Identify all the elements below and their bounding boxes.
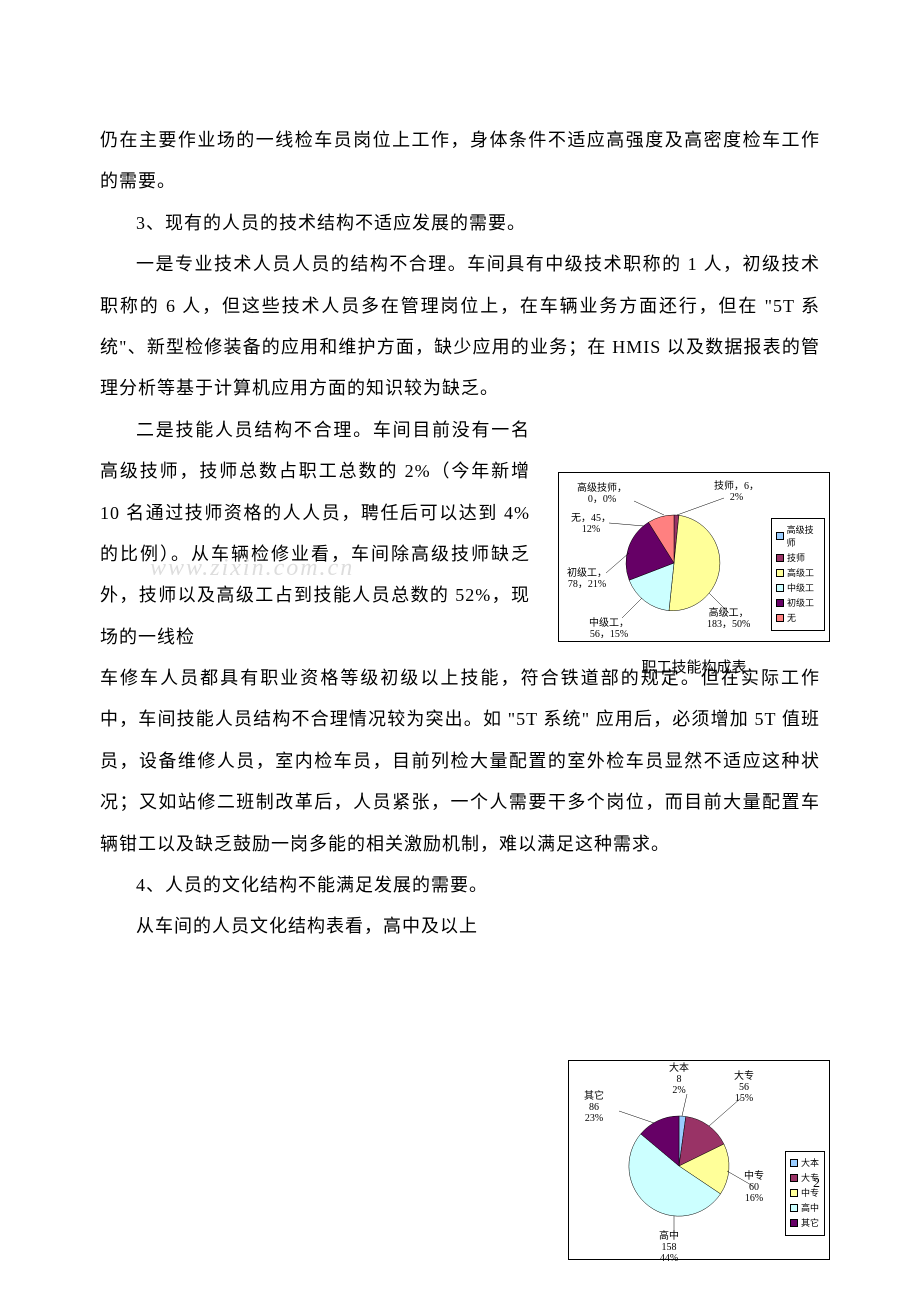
legend-education: 大本 大专 中专 高中 其它 bbox=[785, 1151, 825, 1236]
page-number: 2 bbox=[813, 1176, 820, 1192]
swatch-icon bbox=[776, 569, 784, 577]
label-secondary: 中专6016% bbox=[744, 1171, 764, 1204]
swatch-icon bbox=[776, 599, 784, 607]
swatch-icon bbox=[790, 1174, 798, 1182]
paragraph-6: 从车间的人员文化结构表看，高中及以上 bbox=[100, 906, 560, 947]
legend-item: 技师 bbox=[776, 551, 820, 564]
legend-item: 其它 bbox=[790, 1216, 820, 1229]
label-other: 其它8623% bbox=[584, 1091, 604, 1124]
paragraph-3: 一是专业技术人员人员的结构不合理。车间具有中级技术职称的 1 人，初级技术职称的… bbox=[100, 244, 820, 410]
legend-skills: 高级技师 技师 高级工 中级工 初级工 无 bbox=[771, 518, 825, 631]
swatch-icon bbox=[790, 1219, 798, 1227]
legend-item: 高级工 bbox=[776, 566, 820, 579]
swatch-icon bbox=[776, 554, 784, 562]
label-tech: 技师，6，2% bbox=[714, 481, 759, 503]
label-none: 无，45，12% bbox=[571, 513, 611, 535]
label-high: 高中15844% bbox=[659, 1231, 679, 1264]
paragraph-4a: 二是技能人员结构不合理。车间目前没有一名高级技师，技师总数占职工总数的 2%（今… bbox=[100, 410, 530, 658]
paragraph-5: 4、人员的文化结构不能满足发展的需要。 bbox=[100, 865, 560, 906]
swatch-icon bbox=[776, 614, 784, 622]
chart-education: 大本82% 大专5615% 其它8623% 中专6016% 高中15844% 大… bbox=[568, 1060, 830, 1260]
legend-item: 无 bbox=[776, 611, 820, 624]
swatch-icon bbox=[790, 1159, 798, 1167]
swatch-icon bbox=[776, 532, 784, 540]
swatch-icon bbox=[790, 1204, 798, 1212]
label-mid: 中级工，56，15% bbox=[589, 618, 629, 640]
chart-skills: 高级技师，0，0% 技师，6，2% 无，45，12% 初级工，78，21% 中级… bbox=[558, 472, 830, 642]
label-college: 大专5615% bbox=[734, 1071, 754, 1104]
legend-item: 高中 bbox=[790, 1201, 820, 1214]
paragraph-2: 3、现有的人员的技术结构不适应发展的需要。 bbox=[100, 203, 820, 244]
legend-item: 大本 bbox=[790, 1156, 820, 1169]
chart1-caption: 职工技能构成表 bbox=[558, 656, 830, 677]
label-junior: 初级工，78，21% bbox=[567, 568, 607, 590]
legend-item: 初级工 bbox=[776, 596, 820, 609]
paragraph-4b: 车修车人员都具有职业资格等级初级以上技能，符合铁道部的规定。但在实际工作中，车间… bbox=[100, 658, 820, 865]
swatch-icon bbox=[790, 1189, 798, 1197]
swatch-icon bbox=[776, 584, 784, 592]
label-ba: 大本82% bbox=[669, 1063, 689, 1096]
label-senior-tech: 高级技师，0，0% bbox=[577, 483, 627, 505]
legend-item: 中级工 bbox=[776, 581, 820, 594]
label-senior: 高级工，183，50% bbox=[707, 608, 750, 630]
legend-item: 高级技师 bbox=[776, 523, 820, 549]
paragraph-1: 仍在主要作业场的一线检车员岗位上工作，身体条件不适应高强度及高密度检车工作的需要… bbox=[100, 120, 820, 203]
